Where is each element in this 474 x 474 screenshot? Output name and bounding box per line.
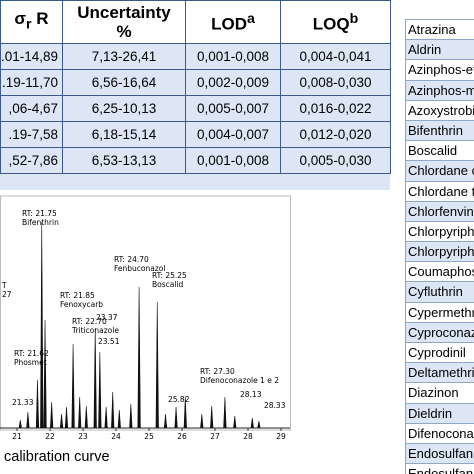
header-text: LOD [211, 14, 247, 34]
compound-name: Chlorpyriphos-methyl [405, 242, 474, 263]
compound-name: Chlorpyriphos [405, 221, 474, 243]
table-cell: ,06-4,67 [0, 95, 63, 122]
axis-tick-label: 22 [45, 432, 55, 441]
compound-name: Chlorfenvinphos [405, 201, 474, 222]
header-text: R [36, 9, 49, 29]
compound-name: Cyprodinil [405, 343, 474, 364]
axis-tick-label: 23 [78, 432, 88, 441]
axis-tick-label: 29 [276, 432, 286, 441]
peak-label: Boscalid [152, 280, 184, 289]
peak-label: RT: 21.85 [60, 291, 95, 300]
peak-label: RT: 21.75 [22, 209, 57, 218]
column-header: LOQb [280, 0, 391, 44]
header-text: LOQ [312, 14, 350, 34]
compound-name: Diazinon [405, 383, 474, 404]
peak-label: RT: 24.70 [114, 255, 149, 264]
results-table: σr R Uncertainty% LODa LOQb .01-14,89 7,13-2… [0, 0, 391, 190]
table-cell: .01-14,89 [0, 43, 63, 70]
table-cell: 0,005-0,007 [185, 95, 281, 122]
chromatogram-frame [0, 195, 291, 431]
table-cell: 0,004-0,041 [280, 43, 391, 70]
axis-tick-label: 24 [111, 432, 121, 441]
column-header: σr R [0, 0, 63, 44]
compound-name: Cyfluthrin [405, 282, 474, 303]
caption: calibration curve [4, 449, 110, 465]
axis-tick-label: 25 [144, 432, 154, 441]
peak-label: Fenoxycarb [60, 300, 103, 309]
peak-label: 21.33 [12, 398, 34, 407]
compound-name: Coumaphos [405, 262, 474, 283]
chromatogram-trace [0, 221, 290, 429]
table-cell: 0,008-0,030 [280, 69, 391, 96]
peak-label: 25.82 [168, 395, 190, 404]
peak-label: RT: 22.70 [72, 317, 107, 326]
table-cell: 6,25-10,13 [62, 95, 186, 122]
compound-name: Difenoconazole [405, 423, 474, 444]
table-cell: 0,016-0,022 [280, 95, 391, 122]
peak-label: 23.37 [96, 313, 118, 322]
compound-name: Deltamethrin [405, 363, 474, 384]
column-header: Uncertainty% [62, 0, 186, 44]
header-subscript: r [26, 16, 32, 33]
table-row: .19-7,58 6,18-15,14 0,004-0,007 0,012-0,020 [0, 121, 391, 148]
compound-name: Azoxystrobin [405, 100, 474, 121]
peak-label: Fenbuconazol [114, 264, 165, 273]
peak-label: RT: 25.25 [152, 271, 187, 280]
table-cell: ,52-7,86 [0, 147, 63, 174]
table-cell: 0,001-0,008 [185, 147, 281, 174]
table-cell: 0,002-0,009 [185, 69, 281, 96]
column-header: LODa [185, 0, 281, 44]
axis-tick-label: 21 [12, 432, 22, 441]
table-cell: 6,56-16,64 [62, 69, 186, 96]
table-cell: 6,53-13,13 [62, 147, 186, 174]
peak-label: Triticonazole [71, 326, 119, 335]
table-cell: 6,18-15,14 [62, 121, 186, 148]
compound-name: Cyproconazole [405, 322, 474, 343]
compound-list: AtrazinaAldrinAzinphos-ethylAzinphos-met… [405, 19, 474, 474]
compound-name: Boscalid [405, 141, 474, 162]
compound-name: Cypermethrin [405, 302, 474, 323]
table-cell: 0,004-0,007 [185, 121, 281, 148]
compound-name: Dieldrin [405, 403, 474, 424]
table-row: ,52-7,86 6,53-13,13 0,001-0,008 0,005-0,030 [0, 147, 391, 174]
table-cell: 0,012-0,020 [280, 121, 391, 148]
compound-name: Atrazina [405, 19, 474, 41]
header-text: % [116, 22, 132, 41]
peak-label: Difenoconazole 1 e 2 [200, 376, 279, 385]
table-cell: .19-7,58 [0, 121, 63, 148]
compound-name: Chlordane trans [405, 181, 474, 202]
table-row: ,06-4,67 6,25-10,13 0,005-0,007 0,016-0,022 [0, 95, 391, 122]
peak-label: 23.51 [98, 337, 120, 346]
header-superscript: b [349, 11, 359, 28]
peak-label: RT: 21.62 [14, 349, 49, 358]
axis-tick-label: 26 [177, 432, 187, 441]
axis-tick-label: 27 [210, 432, 220, 441]
peak-label: Bifenthrin [22, 218, 59, 227]
compound-name: Azinphos-ethyl [405, 60, 474, 81]
table-cell: 7,13-26,41 [62, 43, 186, 70]
table-row: .19-11,70 6,56-16,64 0,002-0,009 0,008-0,03… [0, 69, 391, 96]
table-row: .01-14,89 7,13-26,41 0,001-0,008 0,004-0,04… [0, 43, 391, 70]
header-text: σ [14, 9, 27, 29]
compound-name: Bifenthrin [405, 120, 474, 142]
compound-name: Aldrin [405, 40, 474, 61]
peak-label: RT: 27.30 [200, 367, 235, 376]
compound-name: Azinphos-methyl [405, 80, 474, 101]
peak-label: 27 [2, 290, 12, 299]
header-superscript: a [247, 11, 255, 28]
peak-label: Phosmet [14, 358, 47, 367]
compound-name: Endosulfan II [405, 464, 474, 474]
peak-label: 28.33 [264, 401, 286, 410]
peak-label: 28.13 [240, 390, 262, 399]
axis-tick-label: 28 [243, 432, 253, 441]
compound-name: Endosulfan I [405, 443, 474, 465]
compound-name: Chlordane cis [405, 161, 474, 182]
table-cell: 0,001-0,008 [185, 43, 281, 70]
table-cell: 0,005-0,030 [280, 147, 391, 174]
table-cell: .19-11,70 [0, 69, 63, 96]
peak-label: T [1, 281, 7, 290]
header-text: Uncertainty [77, 3, 171, 22]
